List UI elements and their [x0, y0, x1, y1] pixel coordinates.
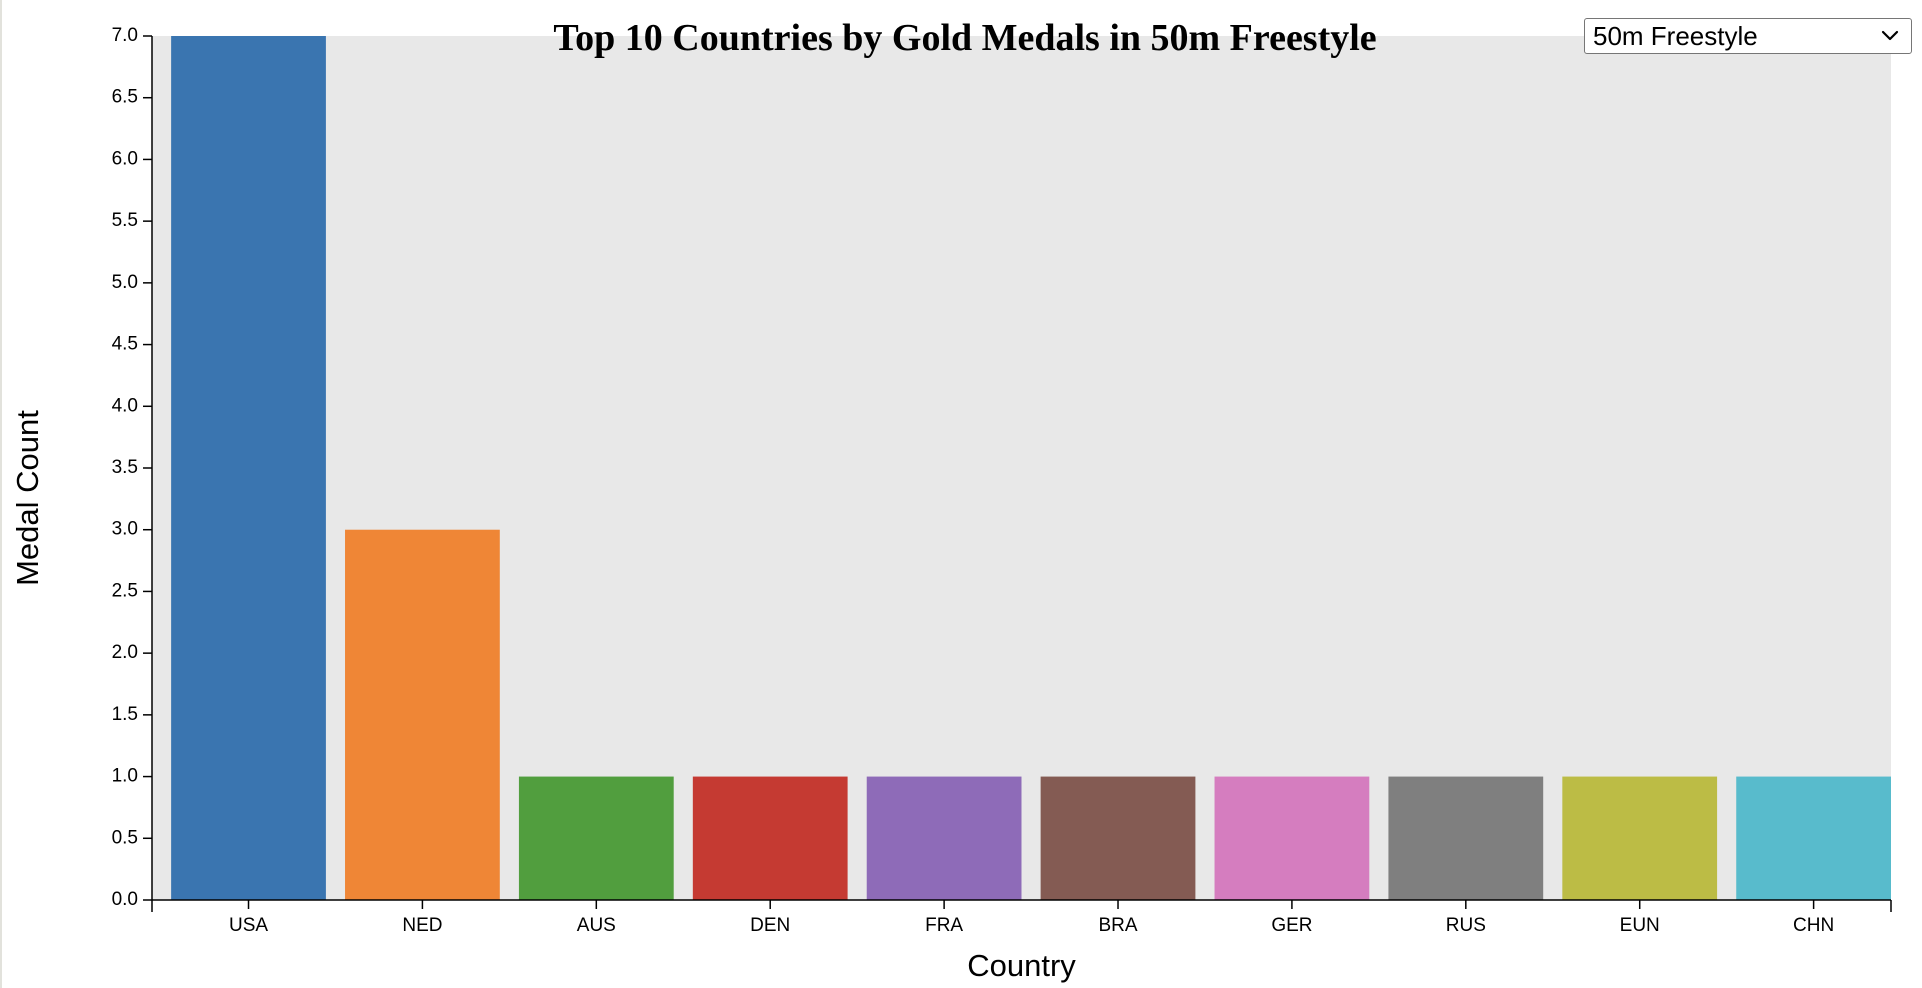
x-tick-label-rus: RUS: [1446, 915, 1486, 936]
bar-ger: [1214, 776, 1370, 900]
event-select[interactable]: 50m Freestyle: [1584, 18, 1912, 54]
x-tick-label-ger: GER: [1271, 915, 1312, 936]
x-tick-label-eun: EUN: [1620, 915, 1660, 936]
y-axis: 0.0 0.5 1.0 1.5 2.0 2.5 3.0 3.5 4.0 4.5 5.0 5.5 6.0 6…: [112, 25, 153, 910]
bar-ned: [345, 529, 500, 900]
window-left-edge: [0, 0, 2, 988]
bar-bra: [1040, 776, 1196, 900]
bar-fra: [866, 776, 1022, 900]
y-tick-label: 4.5: [112, 334, 138, 355]
y-tick-label: 2.0: [112, 642, 138, 663]
bar-chn: [1736, 776, 1891, 900]
bar-usa: [171, 36, 326, 900]
bar-rus: [1388, 776, 1544, 900]
y-tick-label: 3.5: [112, 457, 138, 478]
y-tick-label: 7.0: [112, 25, 138, 46]
event-select-wrapper[interactable]: 50m Freestyle: [1584, 18, 1912, 54]
y-tick-label: 3.0: [112, 519, 138, 540]
y-tick-label: 5.5: [112, 210, 138, 231]
x-tick-label-ned: NED: [402, 915, 442, 936]
x-tick-label-bra: BRA: [1098, 915, 1137, 936]
x-tick-label-den: DEN: [750, 915, 790, 936]
x-axis: USA NED AUS DEN FRA BRA GER RUS EUN CHN: [151, 899, 1892, 936]
y-axis-title: Medal Count: [10, 410, 45, 586]
bars-group: [171, 36, 1891, 900]
bar-aus: [518, 776, 674, 900]
y-tick-label: 6.0: [112, 148, 138, 169]
y-tick-label: 2.5: [112, 580, 138, 601]
x-tick-label-fra: FRA: [925, 915, 963, 936]
y-tick-label: 1.0: [112, 766, 138, 787]
bar-den: [692, 776, 848, 900]
x-tick-label-aus: AUS: [577, 915, 616, 936]
x-tick-label-chn: CHN: [1793, 915, 1834, 936]
x-axis-title: Country: [967, 948, 1076, 983]
y-tick-label: 0.0: [112, 889, 138, 910]
y-tick-label: 5.0: [112, 272, 138, 293]
chart-title: Top 10 Countries by Gold Medals in 50m F…: [553, 17, 1377, 59]
y-tick-label: 4.0: [112, 395, 138, 416]
x-tick-label-usa: USA: [229, 915, 268, 936]
y-tick-label: 0.5: [112, 827, 138, 848]
bar-eun: [1562, 776, 1718, 900]
y-tick-label: 6.5: [112, 87, 138, 108]
y-tick-label: 1.5: [112, 704, 138, 725]
